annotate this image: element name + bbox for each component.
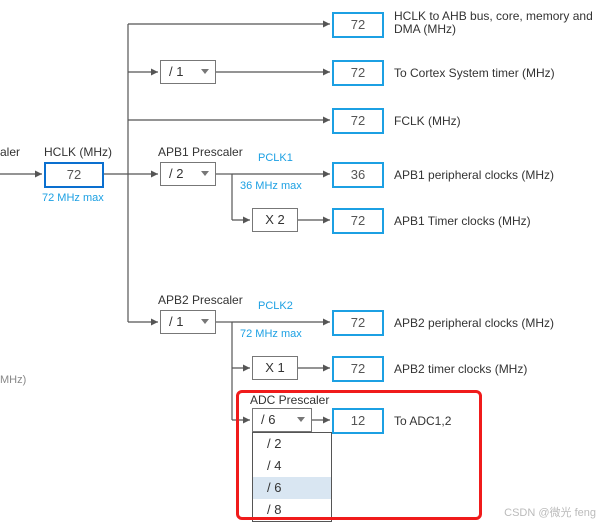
out-fclk-label: FCLK (MHz) xyxy=(394,114,461,128)
hclk-max: 72 MHz max xyxy=(42,192,104,204)
apb2-mult: X 1 xyxy=(252,356,298,380)
pclk2-max: 72 MHz max xyxy=(240,328,302,340)
out-apb1p-value: 36 xyxy=(332,162,384,188)
systick-prescaler[interactable]: / 1 xyxy=(160,60,216,84)
apb2-prescaler-value: / 1 xyxy=(169,314,183,329)
chevron-down-icon xyxy=(201,171,209,176)
watermark: CSDN @微光 feng xyxy=(504,504,596,520)
systick-prescaler-value: / 1 xyxy=(169,64,183,79)
mhz-cut-label: MHz) xyxy=(0,374,26,386)
apb2-prescaler[interactable]: / 1 xyxy=(160,310,216,334)
out-apb2t-label: APB2 timer clocks (MHz) xyxy=(394,362,527,376)
out-apb2p-value: 72 xyxy=(332,310,384,336)
chevron-down-icon xyxy=(201,319,209,324)
prescaler-cut-label: aler xyxy=(0,145,20,159)
hclk-value[interactable]: 72 xyxy=(44,162,104,188)
out-apb1p-label: APB1 peripheral clocks (MHz) xyxy=(394,168,554,182)
hclk-title: HCLK (MHz) xyxy=(44,145,112,159)
out-systick-value: 72 xyxy=(332,60,384,86)
pclk1-label: PCLK1 xyxy=(258,152,293,164)
out-systick-label: To Cortex System timer (MHz) xyxy=(394,66,555,80)
chevron-down-icon xyxy=(201,69,209,74)
out-ahb-value: 72 xyxy=(332,12,384,38)
pclk2-label: PCLK2 xyxy=(258,300,293,312)
out-apb2p-label: APB2 peripheral clocks (MHz) xyxy=(394,316,554,330)
apb1-prescaler-value: / 2 xyxy=(169,166,183,181)
out-ahb-label: HCLK to AHB bus, core, memory and DMA (M… xyxy=(394,10,594,36)
apb1-prescaler[interactable]: / 2 xyxy=(160,162,216,186)
apb1-mult: X 2 xyxy=(252,208,298,232)
highlight-box xyxy=(236,390,482,520)
out-apb1t-value: 72 xyxy=(332,208,384,234)
apb1-title: APB1 Prescaler xyxy=(158,145,243,159)
apb2-title: APB2 Prescaler xyxy=(158,293,243,307)
out-apb1t-label: APB1 Timer clocks (MHz) xyxy=(394,214,531,228)
out-fclk-value: 72 xyxy=(332,108,384,134)
out-apb2t-value: 72 xyxy=(332,356,384,382)
pclk1-max: 36 MHz max xyxy=(240,180,302,192)
